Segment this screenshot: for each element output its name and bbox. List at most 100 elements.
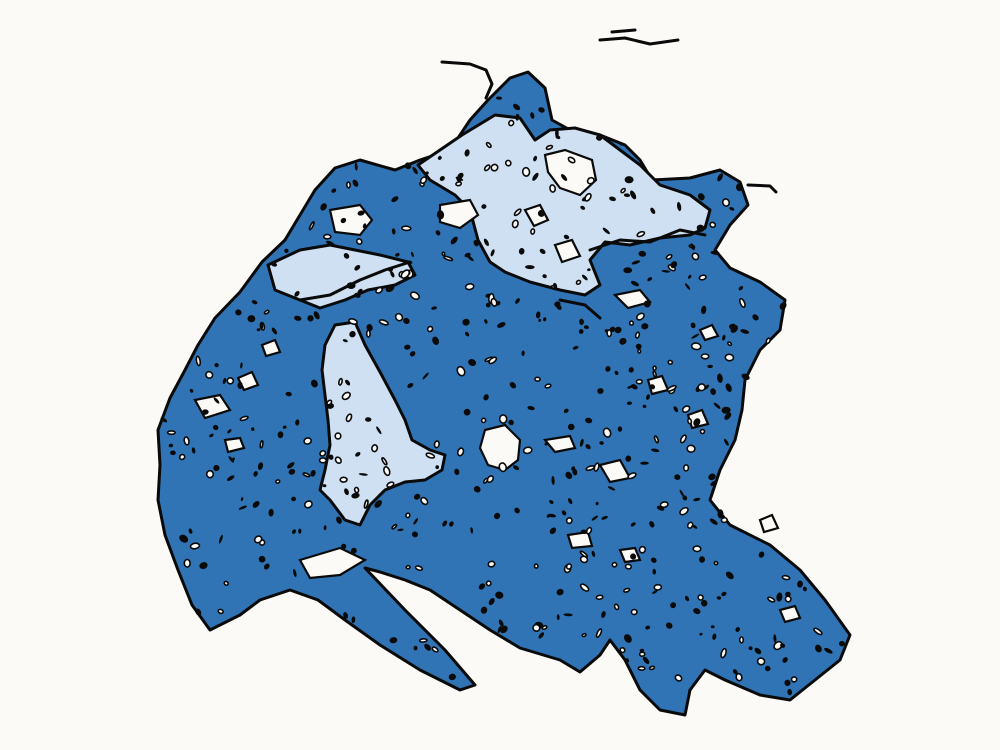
speckle-mark: [688, 274, 692, 279]
speckle-mark: [597, 388, 604, 394]
speckle-mark: [253, 535, 263, 544]
speckle-mark: [403, 317, 410, 325]
speckle-mark: [191, 447, 196, 454]
speckle-mark: [478, 583, 486, 590]
speckle-mark: [199, 562, 208, 570]
speckle-mark: [581, 274, 588, 281]
speckle-mark: [240, 362, 243, 369]
speckle-mark: [623, 267, 633, 274]
speckle-mark: [661, 269, 671, 273]
speckle-mark: [404, 344, 411, 350]
speckle-mark: [277, 431, 284, 439]
speckle-mark: [355, 451, 361, 457]
speckle-mark: [213, 464, 220, 472]
speckle-mark: [679, 506, 689, 516]
speckle-mark: [636, 230, 646, 238]
speckle-mark: [584, 192, 592, 202]
speckle-mark: [630, 190, 637, 200]
speckle-mark: [533, 155, 538, 162]
speckle-mark: [604, 329, 609, 333]
speckle-mark: [651, 448, 660, 453]
speckle-mark: [650, 557, 657, 563]
speckle-mark: [676, 201, 682, 212]
speckle-mark: [310, 379, 318, 388]
speckle-mark: [407, 383, 414, 388]
speckle-mark: [630, 608, 638, 616]
speckle-mark: [410, 251, 414, 258]
speckle-mark: [394, 312, 404, 322]
speckle-mark: [609, 326, 616, 333]
speckle-mark: [630, 384, 638, 390]
speckle-mark: [561, 510, 567, 516]
speckle-mark: [700, 599, 708, 607]
speckle-mark: [414, 565, 424, 572]
speckle-mark: [697, 193, 705, 201]
speckle-mark: [483, 394, 489, 401]
speckle-mark: [513, 103, 521, 111]
speckle-mark: [653, 435, 659, 444]
speckle-mark: [686, 444, 696, 453]
speckle-mark: [532, 172, 539, 181]
speckle-mark: [779, 302, 787, 310]
speckle-mark: [351, 492, 360, 499]
speckle-mark: [391, 523, 398, 530]
speckle-mark: [691, 252, 700, 261]
speckle-mark: [556, 614, 560, 621]
speckle-mark: [679, 434, 687, 444]
speckle-mark: [555, 128, 559, 139]
speckle-mark: [508, 419, 514, 426]
speckle-mark: [670, 602, 677, 609]
speckle-mark: [698, 556, 706, 563]
speckle-mark: [352, 179, 359, 187]
speckle-mark: [303, 437, 312, 445]
speckle-mark: [538, 107, 545, 113]
speckle-mark: [323, 525, 327, 531]
speckle-mark: [802, 586, 807, 592]
speckle-mark: [628, 320, 635, 326]
speckle-mark: [585, 417, 593, 424]
speckle-mark: [425, 171, 429, 175]
speckle-mark: [716, 596, 722, 600]
speckle-mark: [483, 164, 491, 172]
speckle-mark: [303, 500, 313, 509]
speckle-mark: [426, 325, 434, 333]
speckle-mark: [397, 528, 404, 532]
speckle-mark: [693, 608, 701, 615]
speckle-mark: [484, 319, 488, 324]
speckle-mark: [401, 225, 412, 232]
speckle-mark: [344, 488, 349, 496]
speckle-mark: [325, 240, 335, 247]
speckle-mark: [542, 274, 547, 279]
speckle-mark: [619, 142, 623, 146]
speckle-mark: [462, 318, 470, 326]
speckle-mark: [595, 501, 599, 506]
speckle-mark: [218, 534, 223, 544]
speckle-mark: [578, 329, 584, 334]
region-central-west-lake[interactable]: [318, 320, 447, 527]
speckle-mark: [464, 149, 470, 157]
speckle-mark: [295, 419, 300, 426]
speckle-mark: [717, 373, 723, 383]
speckle-mark: [748, 646, 753, 651]
speckle-mark: [495, 96, 503, 100]
speckle-mark: [639, 648, 645, 653]
speckle-mark: [251, 427, 255, 431]
speckle-mark: [362, 223, 367, 229]
speckle-mark: [442, 520, 448, 527]
speckle-mark: [513, 208, 522, 217]
speckle-mark: [673, 406, 679, 413]
speckle-mark: [413, 518, 419, 525]
speckle-mark: [480, 417, 487, 424]
speckle-mark: [341, 391, 351, 401]
speckle-mark: [693, 497, 701, 502]
speckle-mark: [456, 176, 463, 182]
speckle-mark: [291, 496, 296, 502]
speckle-mark: [549, 499, 554, 505]
speckle-mark: [752, 314, 759, 321]
speckle-mark: [701, 305, 707, 315]
speckle-mark: [481, 204, 487, 209]
speckle-mark: [226, 376, 235, 385]
speckle-mark: [665, 622, 673, 629]
speckle-mark: [635, 343, 642, 350]
speckle-mark: [391, 196, 399, 203]
